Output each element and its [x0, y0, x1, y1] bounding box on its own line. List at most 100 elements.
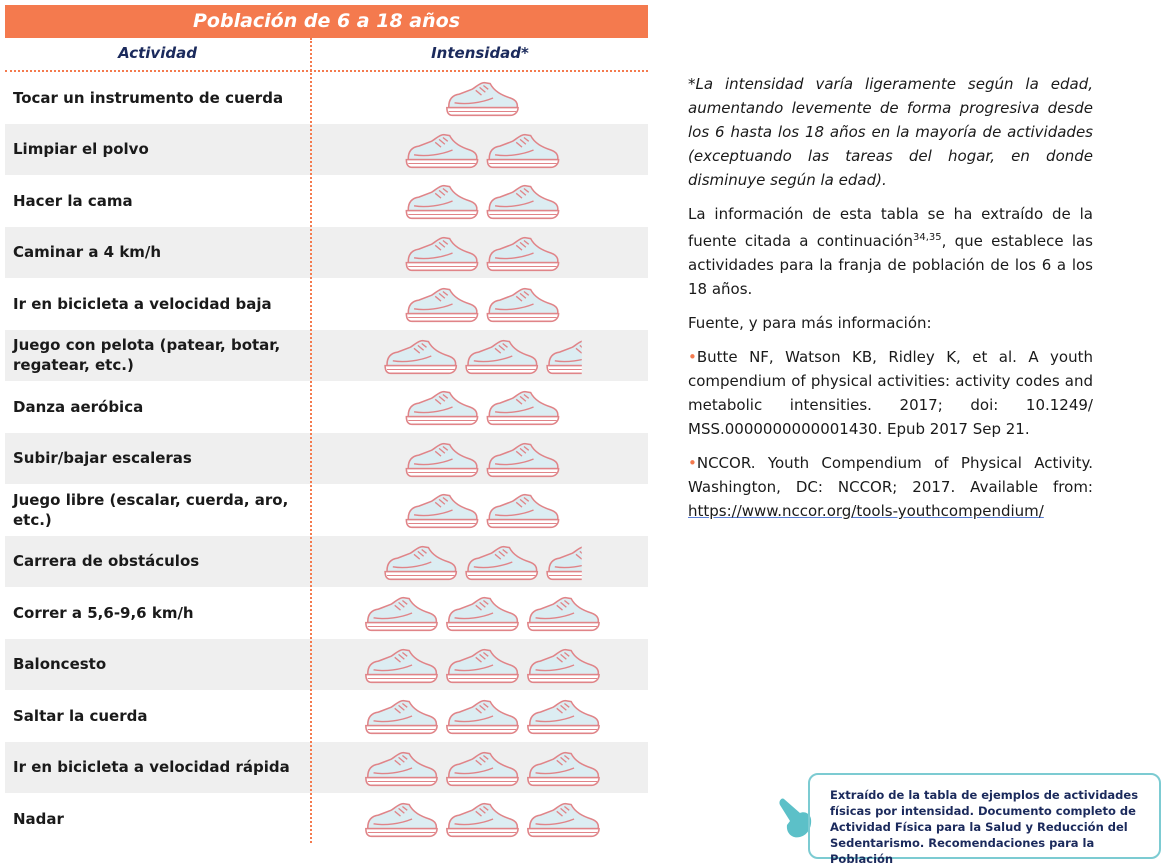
column-label: Intensidad* — [431, 44, 529, 62]
table: Población de 6 a 18 años Actividad Inten… — [5, 5, 648, 845]
shoe-icon — [527, 596, 600, 632]
shoe-icon — [365, 648, 438, 683]
activity: Juego con pelota (patear, botar, regatea… — [13, 336, 281, 375]
shoe-group — [365, 648, 600, 683]
notes: *La intensidad varía ligeramente según l… — [688, 72, 1093, 533]
shoe-group — [405, 390, 560, 426]
intensity-shoes — [365, 802, 600, 838]
table-title: Población de 6 a 18 años — [5, 5, 648, 38]
table-row: Carrera de obstáculos — [5, 535, 648, 587]
shoe-icon — [405, 493, 479, 529]
shoe-icon — [527, 648, 600, 683]
shoe-icon — [546, 339, 582, 374]
activity: Tocar un instrumento de cuerda — [13, 88, 284, 107]
table-row: Baloncesto — [5, 638, 648, 690]
shoe-icon — [446, 751, 519, 786]
column-divider — [310, 38, 312, 843]
column-label: Actividad — [118, 44, 197, 62]
activity: Limpiar el polvo — [13, 140, 149, 159]
intensity-shoes — [384, 545, 582, 580]
intensity-shoes — [405, 493, 560, 529]
shoe-group — [365, 596, 600, 632]
shoe-icon — [527, 751, 600, 786]
intensity-note: *La intensidad varía ligeramente según l… — [688, 75, 1093, 189]
shoe-icon — [365, 802, 438, 838]
more-info: Fuente, y para más información: — [688, 314, 932, 332]
activity: Nadar — [13, 809, 64, 828]
shoe-icon — [446, 596, 519, 632]
shoe-icon — [486, 493, 560, 529]
shoe-icon — [465, 545, 539, 580]
activity: Juego libre (escalar, cuerda, aro, etc.) — [13, 490, 289, 529]
intensity-shoes — [405, 184, 560, 220]
intensity-shoes — [365, 699, 600, 735]
shoe-group — [365, 699, 600, 735]
shoe-icon — [405, 442, 479, 477]
table-row: Correr a 5,6-9,6 km/h — [5, 587, 648, 639]
hand-icon — [779, 798, 812, 838]
table-row: Nadar — [5, 793, 648, 845]
intensity-shoes — [405, 287, 560, 323]
link[interactable]: https://www.nccor.org/tools-youthcompend… — [688, 502, 1044, 520]
table-row: Tocar un instrumento de cuerda — [5, 72, 648, 124]
shoe-icon — [546, 545, 582, 580]
intensity-shoes — [446, 81, 519, 117]
activity: Correr a 5,6-9,6 km/h — [13, 603, 194, 622]
intensity-shoes — [405, 390, 560, 426]
shoe-icon — [384, 545, 458, 580]
shoe-icon — [405, 236, 479, 271]
shoe-icon — [486, 442, 560, 477]
shoe-group — [405, 133, 560, 168]
reference: Butte NF, Watson KB, Ridley K, et al. A … — [688, 345, 1093, 441]
text: Butte NF, Watson KB, Ridley K, et al. A … — [688, 348, 1093, 438]
intensity-shoes — [405, 133, 560, 168]
source-paragraph: La información de esta tabla se ha extra… — [688, 202, 1093, 301]
table-row: Subir/bajar escaleras — [5, 432, 648, 484]
shoe-group — [384, 545, 582, 580]
activity: Ir en bicicleta a velocidad baja — [13, 294, 272, 313]
table-row: Juego con pelota (patear, botar, regatea… — [5, 329, 648, 381]
shoe-group — [405, 184, 560, 220]
callout-text: Extraído de la tabla de ejemplos de acti… — [830, 788, 1139, 866]
text: La información de esta tabla se ha extra… — [688, 205, 1093, 250]
shoe-group — [405, 442, 560, 477]
shoe-group — [365, 751, 600, 786]
shoe-icon — [446, 81, 519, 117]
shoe-icon — [446, 648, 519, 683]
shoe-icon — [486, 390, 560, 426]
activity: Saltar la cuerda — [13, 706, 148, 725]
text: , que establece las actividades para la … — [688, 232, 1093, 298]
intensity-shoes — [405, 236, 560, 271]
intensity-shoes — [384, 339, 582, 374]
intensity-shoes — [365, 596, 600, 632]
shoe-icon — [527, 699, 600, 735]
shoe-icon — [486, 184, 560, 220]
activity: Subir/bajar escaleras — [13, 449, 192, 468]
intensity-shoes — [365, 648, 600, 683]
shoe-icon — [486, 287, 560, 323]
shoe-group — [405, 493, 560, 529]
table-row: Danza aeróbica — [5, 381, 648, 433]
table-row: Caminar a 4 km/h — [5, 226, 648, 278]
intensity-shoes — [365, 751, 600, 786]
shoe-group — [384, 339, 582, 374]
shoe-icon — [365, 751, 438, 786]
shoe-icon — [486, 133, 560, 168]
table-row: Hacer la cama — [5, 175, 648, 227]
table-row: Ir en bicicleta a velocidad rápida — [5, 741, 648, 793]
table-row: Limpiar el polvo — [5, 123, 648, 175]
shoe-icon — [446, 699, 519, 735]
table-row: Ir en bicicleta a velocidad baja — [5, 278, 648, 330]
shoe-icon — [365, 699, 438, 735]
shoe-icon — [446, 802, 519, 838]
shoe-icon — [405, 184, 479, 220]
shoe-icon — [405, 287, 479, 323]
text: NCCOR. Youth Compendium of Physical Acti… — [688, 454, 1093, 496]
table-row: Saltar la cuerda — [5, 690, 648, 742]
table-row: Juego libre (escalar, cuerda, aro, etc.) — [5, 484, 648, 536]
shoe-icon — [527, 802, 600, 838]
shoe-group — [405, 236, 560, 271]
table-body: Tocar un instrumento de cuerda Limpiar el… — [5, 72, 648, 845]
shoe-icon — [405, 133, 479, 168]
